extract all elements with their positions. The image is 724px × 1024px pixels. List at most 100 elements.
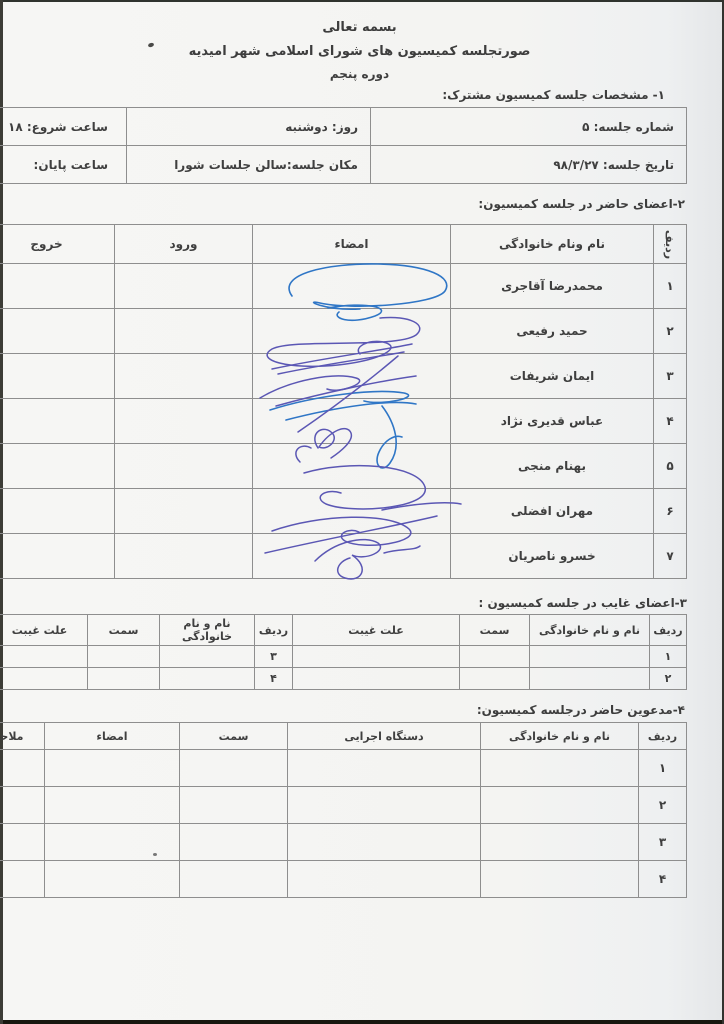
end-time-cell: ساعت پایان: [0,145,127,184]
member-no-cell: ۵ [653,443,687,489]
member-name-cell: عباس قدیری نژاد [450,398,654,444]
invitee-signature-cell [44,860,180,898]
absent-name-cell [159,645,255,668]
invitees-header-row: ردیف نام و نام خانوادگی دستگاه اجرایی سم… [0,722,687,750]
absent-name-cell [529,667,650,690]
member-signature-cell [252,488,451,534]
absent-position-cell [459,645,530,668]
absent-position-header: سمت [87,614,160,646]
present-members-table: ردیف نام ونام خانوادگی امضاء ورود خروج ۱… [0,224,687,579]
member-name-cell: خسرو ناصریان [450,533,654,579]
document-title: صورتجلسه کمیسیون های شورای اسلامی شهر ام… [188,44,531,59]
invitee-notes-cell [0,823,45,861]
invitee-signature-cell [44,749,180,787]
member-row: ۵ بهنام منجی [0,443,687,489]
invitee-row: ۴ [0,860,687,898]
absent-position-cell [459,667,530,690]
member-exit-cell [0,533,115,579]
invitee-row: ۳ [0,823,687,861]
invitees-table: ردیف نام و نام خانوادگی دستگاه اجرایی سم… [0,722,687,898]
member-entry-cell [114,488,253,534]
absent-row: ۱ ۳ [0,645,687,668]
invitee-agency-cell [287,860,481,898]
invitee-notes-cell [0,860,45,898]
document-content: بسمه تعالی صورتجلسه کمیسیون های شورای اس… [0,0,687,898]
invitee-name-cell [480,860,639,898]
member-row: ۱ محمدرضا آقاجری [0,263,687,309]
absence-reason-cell [0,645,88,668]
invitee-agency-cell [287,749,481,787]
meeting-info-row: تاریخ جلسه: ۹۸/۳/۲۷ مکان جلسه:سالن جلسات… [0,145,687,184]
invitee-name-cell [480,786,639,824]
present-members-header-row: ردیف نام ونام خانوادگی امضاء ورود خروج [0,224,687,264]
invitee-notes-cell [0,749,45,787]
invitee-agency-cell [287,823,481,861]
exit-header: خروج [0,224,115,264]
member-exit-cell [0,488,115,534]
member-exit-cell [0,353,115,399]
member-exit-cell [0,398,115,444]
member-no-cell: ۱ [653,263,687,309]
member-row: ۷ خسرو ناصریان [0,533,687,579]
absent-no-cell: ۲ [649,667,687,690]
member-signature-cell [252,533,451,579]
row-number-header-label: ردیف [663,229,677,260]
member-name-cell: محمدرضا آقاجری [450,263,654,309]
absence-reason-cell [292,645,460,668]
invitee-no-cell: ۱ [638,749,687,787]
member-entry-cell [114,533,253,579]
section3-title: ۳-اعضای غایب در جلسه کمیسیون : [478,596,687,610]
invitee-no-cell: ۴ [638,860,687,898]
invitee-row: ۲ [0,786,687,824]
meeting-date-cell: تاریخ جلسه: ۹۸/۳/۲۷ [370,145,687,184]
member-name-cell: ایمان شریفات [450,353,654,399]
member-exit-cell [0,443,115,489]
section2-title: ۲-اعضای حاضر در جلسه کمیسیون: [478,197,685,211]
member-row: ۶ مهران افضلی [0,488,687,534]
row-number-header: ردیف [638,722,687,750]
invitee-name-cell [480,823,639,861]
absent-name-header: نام و نام خانوادگی [529,614,650,646]
member-no-cell: ۴ [653,398,687,444]
absence-reason-header: علت غیبت [292,614,460,646]
document-header: بسمه تعالی صورتجلسه کمیسیون های شورای اس… [32,20,687,81]
absent-members-header-row: ردیف نام و نام خانوادگی سمت علت غیبت ردی… [0,614,687,646]
member-signature-cell [252,263,451,309]
invitee-position-cell [179,860,288,898]
member-row: ۴ عباس قدیری نژاد [0,398,687,444]
member-entry-cell [114,398,253,444]
row-number-header: ردیف [653,224,687,264]
invitee-position-cell [179,786,288,824]
member-entry-cell [114,263,253,309]
absence-reason-cell [292,667,460,690]
member-entry-cell [114,308,253,354]
invitee-signature-cell [44,823,180,861]
absent-position-cell [87,667,160,690]
meeting-info-row: شماره جلسه: ۵ روز: دوشنبه ساعت شروع: ۱۸ [0,107,687,146]
absent-name-header: نام و نام خانوادگی [159,614,255,646]
section4-title: ۴-مدعوین حاضر درجلسه کمیسیون: [476,703,685,717]
row-number-header: ردیف [254,614,293,646]
member-signature-cell [252,353,451,399]
meeting-day-cell: روز: دوشنبه [126,107,371,146]
absent-name-cell [529,645,650,668]
member-entry-cell [114,443,253,489]
member-name-cell: بهنام منجی [450,443,654,489]
member-signature-cell [252,308,451,354]
member-signature-cell [252,443,451,489]
invitee-signature-cell [44,786,180,824]
invitee-name-cell [480,749,639,787]
member-name-header: نام ونام خانوادگی [450,224,654,264]
absence-reason-cell [0,667,88,690]
invitee-agency-cell [287,786,481,824]
signature-header: امضاء [252,224,451,264]
member-row: ۲ حمید رفیعی [0,308,687,354]
absent-position-cell [87,645,160,668]
absent-name-cell [159,667,255,690]
absent-no-cell: ۳ [254,645,293,668]
entry-header: ورود [114,224,253,264]
notes-header: ملاحظات [0,722,45,750]
meeting-info-table: شماره جلسه: ۵ روز: دوشنبه ساعت شروع: ۱۸ … [0,107,687,184]
member-no-cell: ۳ [653,353,687,399]
